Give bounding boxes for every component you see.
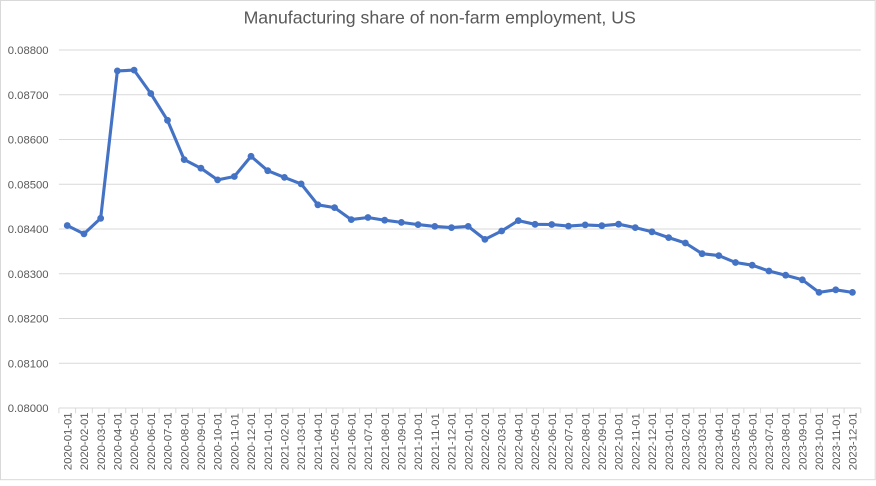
svg-text:2020-04-01: 2020-04-01: [112, 412, 124, 470]
svg-text:2021-04-01: 2021-04-01: [313, 412, 325, 470]
svg-text:2021-05-01: 2021-05-01: [330, 412, 342, 470]
svg-text:2023-08-01: 2023-08-01: [781, 412, 793, 470]
svg-text:Manufacturing share of non-far: Manufacturing share of non-farm employme…: [244, 8, 636, 28]
svg-text:2020-02-01: 2020-02-01: [79, 412, 91, 470]
svg-text:0.08700: 0.08700: [8, 90, 49, 102]
svg-text:2023-12-01: 2023-12-01: [848, 412, 860, 470]
svg-text:2021-08-01: 2021-08-01: [380, 412, 392, 470]
svg-text:2023-11-01: 2023-11-01: [831, 413, 843, 470]
svg-text:2023-04-01: 2023-04-01: [714, 412, 726, 470]
svg-text:2022-08-01: 2022-08-01: [580, 412, 592, 470]
svg-text:2022-07-01: 2022-07-01: [564, 412, 576, 470]
svg-text:2022-02-01: 2022-02-01: [480, 412, 492, 470]
svg-text:2023-02-01: 2023-02-01: [680, 412, 692, 470]
svg-text:2020-06-01: 2020-06-01: [146, 412, 158, 470]
svg-text:2023-05-01: 2023-05-01: [731, 412, 743, 470]
svg-text:2021-07-01: 2021-07-01: [363, 412, 375, 470]
svg-text:2020-07-01: 2020-07-01: [163, 412, 175, 470]
svg-text:2023-09-01: 2023-09-01: [797, 412, 809, 470]
svg-text:0.08200: 0.08200: [8, 314, 49, 326]
svg-text:2021-01-01: 2021-01-01: [263, 412, 275, 470]
svg-text:0.08400: 0.08400: [8, 224, 49, 236]
svg-text:2023-01-01: 2023-01-01: [664, 412, 676, 470]
svg-text:2020-09-01: 2020-09-01: [196, 412, 208, 470]
svg-text:2021-02-01: 2021-02-01: [280, 412, 292, 470]
svg-text:2022-06-01: 2022-06-01: [547, 412, 559, 470]
svg-text:0.08600: 0.08600: [8, 135, 49, 147]
svg-text:2022-09-01: 2022-09-01: [597, 412, 609, 470]
svg-text:2020-05-01: 2020-05-01: [129, 412, 141, 470]
svg-text:2020-10-01: 2020-10-01: [213, 412, 225, 470]
svg-text:2022-05-01: 2022-05-01: [530, 412, 542, 470]
svg-text:0.08100: 0.08100: [8, 358, 49, 370]
svg-text:0.08300: 0.08300: [8, 269, 49, 281]
svg-text:2022-10-01: 2022-10-01: [614, 412, 626, 470]
svg-text:2022-11-01: 2022-11-01: [630, 413, 642, 470]
svg-text:0.08800: 0.08800: [8, 45, 49, 57]
svg-text:2023-06-01: 2023-06-01: [747, 412, 759, 470]
svg-text:2021-06-01: 2021-06-01: [346, 412, 358, 470]
svg-text:2021-10-01: 2021-10-01: [413, 412, 425, 470]
svg-text:2023-10-01: 2023-10-01: [814, 412, 826, 470]
svg-text:0.08500: 0.08500: [8, 179, 49, 191]
svg-text:2022-12-01: 2022-12-01: [647, 412, 659, 470]
svg-text:2022-03-01: 2022-03-01: [497, 412, 509, 470]
svg-text:2021-11-01: 2021-11-01: [430, 413, 442, 470]
svg-text:2020-03-01: 2020-03-01: [96, 412, 108, 470]
svg-text:2021-09-01: 2021-09-01: [396, 412, 408, 470]
svg-text:2023-07-01: 2023-07-01: [764, 412, 776, 470]
svg-text:2021-03-01: 2021-03-01: [296, 412, 308, 470]
svg-text:2022-04-01: 2022-04-01: [513, 412, 525, 470]
svg-text:2020-11-01: 2020-11-01: [229, 413, 241, 470]
svg-text:2023-03-01: 2023-03-01: [697, 412, 709, 470]
svg-text:2020-08-01: 2020-08-01: [179, 412, 191, 470]
svg-text:0.08000: 0.08000: [8, 403, 49, 415]
svg-text:2022-01-01: 2022-01-01: [463, 412, 475, 470]
svg-text:2020-12-01: 2020-12-01: [246, 412, 258, 470]
svg-text:2020-01-01: 2020-01-01: [62, 412, 74, 470]
svg-text:2021-12-01: 2021-12-01: [447, 412, 459, 470]
